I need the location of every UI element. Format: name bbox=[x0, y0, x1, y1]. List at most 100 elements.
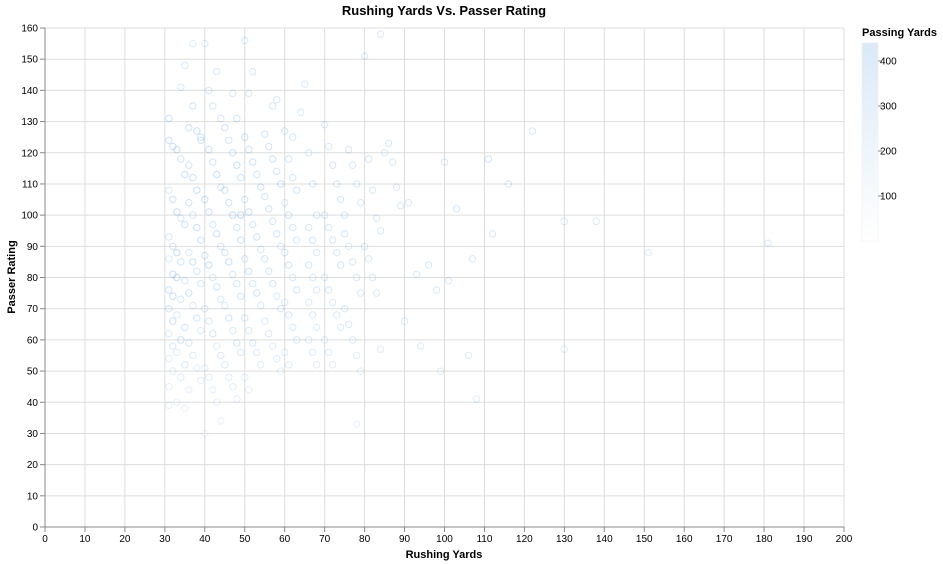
x-tick-label: 110 bbox=[476, 534, 492, 545]
scatter-point bbox=[277, 180, 285, 188]
scatter-point bbox=[324, 223, 333, 232]
scatter-point bbox=[304, 298, 313, 307]
scatter-point bbox=[229, 326, 237, 335]
scatter-point bbox=[229, 89, 237, 98]
scatter-point bbox=[205, 86, 213, 95]
x-tick-label: 190 bbox=[796, 534, 813, 545]
scatter-point bbox=[273, 167, 281, 176]
scatter-point bbox=[328, 161, 337, 169]
y-tick-label: 50 bbox=[27, 367, 39, 378]
scatter-point bbox=[273, 96, 281, 104]
scatter-point bbox=[173, 208, 181, 216]
scatter-point bbox=[292, 186, 301, 194]
scatter-point bbox=[265, 205, 273, 213]
legend-gradient-bar bbox=[861, 42, 879, 242]
scatter-point bbox=[245, 89, 253, 98]
scatter-point bbox=[352, 351, 361, 360]
scatter-point bbox=[209, 220, 217, 229]
scatter-point bbox=[185, 161, 193, 169]
scatter-point bbox=[193, 223, 201, 232]
scatter-point bbox=[225, 314, 233, 322]
scatter-point bbox=[225, 198, 233, 207]
scatter-point bbox=[233, 395, 241, 403]
scatter-point bbox=[201, 195, 209, 204]
scatter-point bbox=[288, 323, 297, 332]
scatter-point bbox=[261, 192, 269, 201]
legend-tick-label: 300 bbox=[880, 102, 897, 113]
scatter-point bbox=[253, 170, 261, 179]
y-tick-label: 90 bbox=[27, 242, 39, 253]
scatter-point bbox=[189, 174, 197, 182]
scatter-point bbox=[165, 114, 173, 123]
x-tick-label: 50 bbox=[239, 534, 251, 545]
scatter-point bbox=[348, 258, 357, 266]
scatter-point bbox=[173, 311, 181, 319]
scatter-point bbox=[384, 139, 393, 148]
data-points bbox=[165, 30, 772, 438]
scatter-point bbox=[169, 195, 177, 204]
scatter-point bbox=[221, 186, 229, 194]
scatter-point bbox=[197, 280, 205, 288]
x-tick-label: 100 bbox=[436, 534, 453, 545]
scatter-point bbox=[372, 289, 381, 297]
scatter-point bbox=[257, 183, 265, 191]
scatter-point bbox=[277, 367, 285, 375]
scatter-point bbox=[281, 198, 289, 207]
scatter-point bbox=[245, 326, 253, 335]
scatter-point bbox=[217, 114, 225, 123]
scatter-point bbox=[328, 298, 337, 307]
scatter-point bbox=[288, 174, 297, 182]
scatter-point bbox=[356, 198, 365, 207]
scatter-point bbox=[221, 124, 229, 132]
scatter-point bbox=[432, 286, 441, 294]
scatter-point bbox=[368, 186, 377, 194]
scatter-point bbox=[348, 336, 357, 344]
scatter-point bbox=[209, 386, 217, 394]
scatter-point bbox=[189, 39, 197, 48]
scatter-point bbox=[356, 289, 365, 297]
x-tick-label: 80 bbox=[359, 534, 371, 545]
scatter-point bbox=[249, 67, 257, 76]
scatter-point bbox=[277, 304, 285, 313]
legend-title: Passing Yards bbox=[862, 27, 937, 39]
scatter-point bbox=[288, 133, 297, 141]
scatter-point bbox=[352, 180, 361, 188]
scatter-point bbox=[388, 158, 397, 166]
x-tick-label: 0 bbox=[42, 534, 48, 545]
scatter-point bbox=[237, 292, 245, 300]
scatter-point bbox=[257, 301, 265, 310]
x-tick-label: 20 bbox=[119, 534, 131, 545]
scatter-point bbox=[189, 301, 197, 310]
scatter-point bbox=[205, 208, 213, 216]
scatter-point bbox=[364, 155, 373, 163]
scatter-point bbox=[173, 248, 181, 257]
scatter-point bbox=[372, 214, 381, 222]
scatter-point bbox=[165, 233, 173, 241]
scatter-point bbox=[464, 351, 473, 360]
scatter-point bbox=[173, 145, 181, 154]
scatter-point bbox=[308, 348, 317, 357]
scatter-point bbox=[225, 136, 233, 144]
scatter-point bbox=[292, 286, 301, 294]
scatter-point bbox=[344, 145, 353, 154]
scatter-point bbox=[320, 211, 329, 219]
scatter-point bbox=[201, 429, 209, 438]
legend-tick-label: 200 bbox=[880, 147, 897, 158]
scatter-point bbox=[217, 183, 225, 191]
scatter-point bbox=[284, 311, 293, 319]
y-tick-label: 110 bbox=[22, 179, 38, 190]
scatter-point bbox=[416, 342, 425, 350]
y-tick-label: 70 bbox=[27, 304, 39, 315]
scatter-point bbox=[249, 339, 257, 347]
y-tick-label: 30 bbox=[27, 429, 39, 440]
scatter-point bbox=[185, 248, 193, 257]
scatter-point bbox=[177, 214, 185, 222]
scatter-point bbox=[185, 289, 193, 297]
scatter-point bbox=[237, 236, 245, 244]
scatter-point bbox=[217, 417, 225, 425]
scatter-point bbox=[237, 348, 245, 357]
y-tick-label: 130 bbox=[21, 117, 38, 128]
legend-tick-label: 100 bbox=[880, 192, 897, 203]
scatter-point bbox=[165, 329, 173, 338]
scatter-point bbox=[189, 102, 197, 110]
